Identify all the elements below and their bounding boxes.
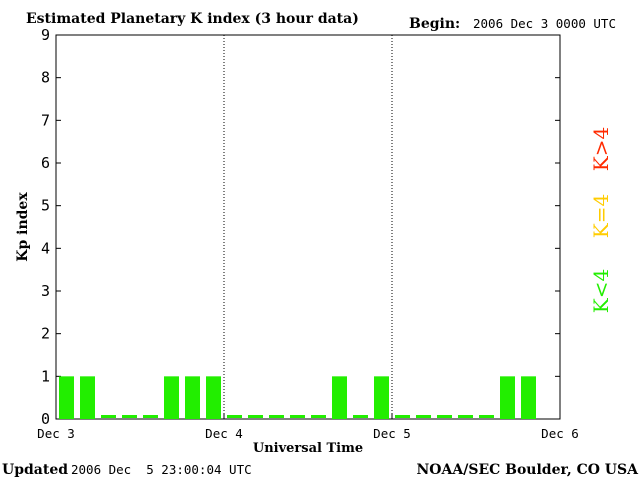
legend: K>4 K=4 K<4 (589, 127, 613, 313)
bar (59, 376, 74, 419)
updated-value: 2006 Dec 5 23:00:04 UTC (71, 462, 252, 477)
x-tick-label: Dec 6 (541, 426, 579, 441)
bar (437, 415, 452, 418)
y-tick-label: 0 (41, 410, 50, 428)
y-axis-label: Kp index (15, 192, 31, 262)
legend-k-less-4: K<4 (589, 269, 613, 313)
y-tick-label: 1 (41, 367, 50, 385)
plot-area: 0 1 2 3 4 5 6 7 8 9 Dec 3 Dec 4 Dec 5 Dec 6 (37, 26, 579, 441)
x-axis-label: Universal Time (253, 441, 363, 456)
bar (458, 415, 473, 418)
y-tick-label: 9 (41, 26, 50, 44)
chart-title: Estimated Planetary K index (3 hour data… (26, 11, 359, 27)
updated-label: Updated (2, 462, 68, 478)
bar (311, 415, 326, 418)
y-tick-label: 6 (41, 154, 50, 172)
y-tick-label: 3 (41, 282, 50, 300)
begin-label: Begin: (409, 16, 460, 32)
bar (479, 415, 494, 418)
legend-k-equals-4: K=4 (589, 194, 613, 238)
y-tick-label: 5 (41, 197, 50, 215)
bar (185, 376, 200, 419)
source-credit: NOAA/SEC Boulder, CO USA (417, 462, 640, 478)
bar (248, 415, 263, 418)
bar (290, 415, 305, 418)
bar (206, 376, 221, 419)
bar (122, 415, 137, 418)
bar (80, 376, 95, 419)
bar (164, 376, 179, 419)
bar (395, 415, 410, 418)
y-tick-label: 7 (41, 111, 50, 129)
y-tick-label: 4 (41, 239, 50, 257)
bar (353, 415, 368, 418)
bar (500, 376, 515, 419)
bar (227, 415, 242, 418)
y-tick-label: 2 (41, 325, 50, 343)
bar (374, 376, 389, 419)
bar (101, 415, 116, 418)
bar (332, 376, 347, 419)
bar (143, 415, 158, 418)
x-tick-label: Dec 3 (37, 426, 75, 441)
bar (269, 415, 284, 418)
x-tick-label: Dec 4 (205, 426, 243, 441)
bar (416, 415, 431, 418)
plot-frame (55, 34, 561, 420)
y-tick-label: 8 (41, 69, 50, 87)
bar (521, 376, 536, 419)
legend-k-greater-4: K>4 (589, 127, 613, 171)
begin-value: 2006 Dec 3 0000 UTC (473, 16, 616, 31)
x-tick-label: Dec 5 (373, 426, 411, 441)
